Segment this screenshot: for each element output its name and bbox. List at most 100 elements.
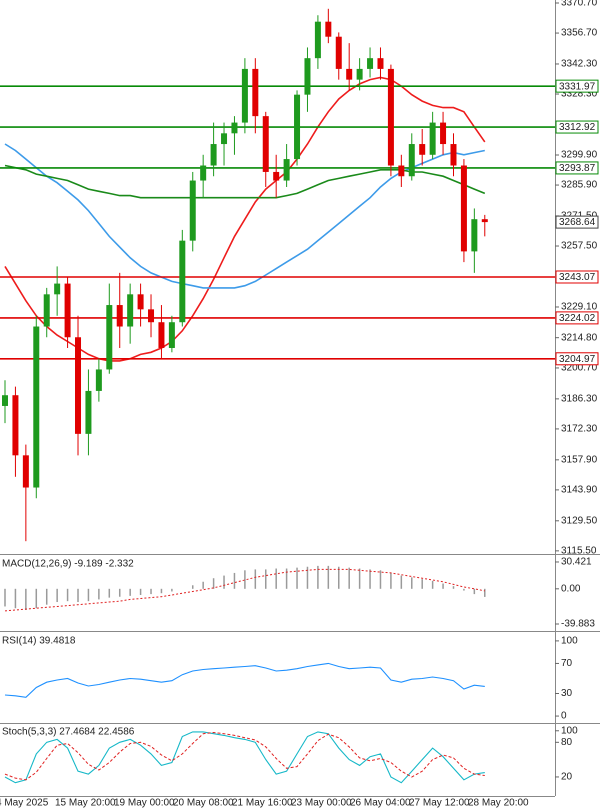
y-tick-label: 3157.90 — [561, 454, 598, 465]
candle-body — [419, 144, 426, 155]
x-tick-label: 26 May 04:00 — [350, 798, 411, 809]
x-tick-label: 20 May 08:00 — [173, 798, 234, 809]
candle-body — [471, 219, 478, 252]
candle-body — [262, 116, 269, 172]
level-label-box — [555, 79, 599, 93]
x-tick-label: 27 May 12:00 — [409, 798, 470, 809]
candle-body — [283, 159, 290, 181]
x-tick-label: 19 May 00:00 — [114, 798, 175, 809]
y-tick-label: 70 — [561, 658, 573, 669]
macd-bar — [35, 588, 38, 609]
macd-bar — [306, 566, 309, 589]
y-tick-label: 3257.50 — [561, 241, 598, 252]
macd-bar — [431, 580, 434, 589]
candle-body — [148, 309, 155, 323]
macd-bar — [463, 588, 465, 591]
candle-body — [221, 133, 228, 145]
macd-bar — [244, 570, 246, 589]
y-tick-label: 30 — [561, 688, 573, 699]
y-tick-label: 3214.80 — [561, 332, 598, 343]
candle-body — [241, 68, 248, 123]
candle-body — [200, 165, 207, 181]
level-label-box — [555, 352, 599, 366]
macd-bar — [14, 588, 17, 609]
macd-bar — [452, 586, 455, 589]
macd-bar — [87, 588, 90, 602]
candle-body — [179, 240, 186, 323]
candle-body — [33, 326, 40, 488]
x-tick-label: 23 May 00:00 — [291, 798, 352, 809]
indicator-title: MACD(12,26,9) -9.189 -2.332 — [2, 559, 134, 570]
level-label-box — [555, 311, 599, 325]
candle-body — [189, 180, 196, 241]
macd-bar — [139, 588, 142, 595]
current-price-label: 3268.64 — [559, 217, 596, 228]
candle-body — [54, 283, 61, 295]
macd-bar — [77, 588, 79, 603]
level-label-box — [555, 120, 599, 134]
macd-bar — [296, 567, 298, 589]
level-label-box — [555, 161, 599, 175]
level-label: 3293.87 — [559, 163, 596, 174]
y-tick-label: 3370.70 — [561, 0, 598, 9]
macd-bar — [379, 570, 382, 589]
candle-body — [450, 144, 457, 166]
macd-bar — [202, 581, 204, 589]
candle-body — [304, 58, 311, 95]
candle-body — [252, 68, 259, 117]
y-tick-label: 3172.30 — [561, 424, 598, 435]
level-label: 3224.02 — [559, 313, 596, 324]
candle-body — [85, 390, 92, 434]
level-label: 3331.97 — [559, 81, 596, 92]
macd-bar — [150, 588, 152, 595]
rsi-line — [4, 662, 485, 698]
x-tick-label: 28 May 20:00 — [468, 798, 529, 809]
candle-body — [346, 68, 353, 80]
macd-bar — [4, 588, 6, 607]
macd-bar — [327, 565, 330, 589]
macd-bar — [358, 568, 361, 589]
macd-bar — [98, 588, 100, 600]
moving-average — [4, 164, 486, 199]
candle-body — [75, 337, 82, 434]
candle-body — [294, 94, 301, 160]
candle-body — [335, 36, 342, 69]
candle-body — [12, 395, 19, 456]
y-tick-label: 3285.90 — [561, 180, 598, 191]
y-tick-label: 3115.50 — [561, 545, 597, 556]
candle-body — [481, 219, 488, 223]
candle-body — [210, 144, 217, 166]
candle-body — [95, 369, 102, 391]
macd-bar — [421, 579, 423, 589]
candle-body — [408, 144, 415, 177]
macd-bar — [45, 588, 48, 605]
y-tick-label: 3328.30 — [561, 89, 598, 100]
macd-bar — [400, 575, 403, 589]
macd-bar — [317, 565, 319, 589]
macd-bar — [285, 568, 288, 589]
macd-bar — [191, 585, 194, 589]
macd-bar — [348, 567, 350, 589]
y-tick-label: 3299.90 — [561, 150, 598, 161]
macd-signal — [4, 568, 485, 612]
y-tick-label: 20 — [561, 772, 573, 783]
candle-body — [429, 122, 436, 155]
indicator-title: RSI(14) 39.4818 — [2, 636, 76, 647]
macd-bar — [129, 588, 131, 596]
candle-body — [273, 171, 280, 181]
macd-bar — [160, 588, 163, 594]
candle-body — [43, 294, 50, 327]
indicator-title: Stoch(5,3,3) 27.4684 22.4586 — [2, 727, 135, 738]
candle-body — [356, 68, 363, 80]
macd-bar — [56, 588, 58, 603]
y-tick-label: 30.421 — [561, 557, 592, 568]
macd-bar — [254, 569, 257, 589]
y-tick-label: 3143.90 — [561, 485, 598, 496]
macd-bar — [484, 588, 486, 597]
y-tick-label: 3342.30 — [561, 59, 598, 70]
level-label: 3243.07 — [559, 272, 596, 283]
macd-bar — [275, 568, 277, 589]
candle-body — [2, 395, 8, 406]
stoch-main — [4, 731, 485, 784]
y-tick-label: 3129.50 — [561, 515, 598, 526]
